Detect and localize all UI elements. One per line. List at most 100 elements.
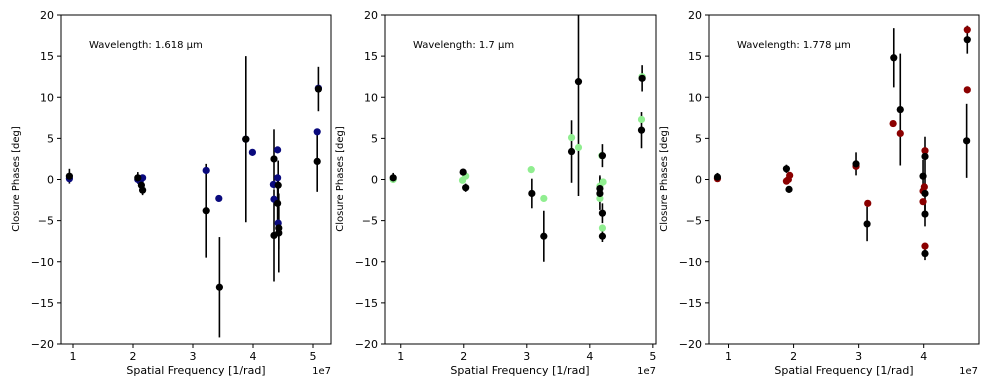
data-marks — [389, 15, 646, 262]
closure-phase-panel-1778: Wavelength: 1.778 μm Closure Phases [deg… — [659, 9, 980, 377]
data-point-observed — [574, 78, 583, 86]
data-point-observed — [890, 54, 898, 62]
x-tick-label: 3 — [855, 350, 862, 363]
y-tick-label: −5 — [362, 215, 378, 228]
data-point-model — [921, 242, 929, 250]
data-point-model — [599, 178, 607, 186]
y-tick-label: −20 — [679, 338, 702, 351]
data-point-observed — [65, 172, 73, 180]
data-point-model — [527, 166, 535, 174]
data-point-observed — [270, 155, 278, 163]
x-offset-label: 1e7 — [637, 366, 656, 377]
data-point-model — [215, 194, 223, 203]
y-tick-label: 5 — [695, 132, 702, 145]
data-point-observed — [896, 105, 904, 114]
x-tick-label: 3 — [523, 350, 530, 363]
data-point-model — [864, 199, 872, 207]
data-point-observed — [215, 283, 223, 291]
data-point-model — [637, 115, 646, 124]
closure-phase-panel-1618: Wavelength: 1.618 μm Closure Phases [deg… — [11, 9, 332, 377]
data-point-observed — [134, 174, 142, 182]
x-tick-label: 2 — [130, 350, 137, 363]
data-point-model — [963, 86, 971, 94]
y-tick-label: −15 — [31, 297, 54, 310]
data-point-model — [574, 143, 583, 152]
x-offset-label: 1e7 — [959, 366, 978, 377]
y-tick-label: −20 — [355, 338, 378, 351]
data-point-observed — [921, 249, 929, 258]
y-tick-label: −15 — [355, 297, 378, 310]
data-point-model — [598, 224, 607, 232]
x-axis-label: Spatial Frequency [1/rad] — [774, 364, 913, 377]
data-point-observed — [139, 186, 147, 194]
data-point-observed — [963, 137, 971, 145]
axis-ticks: −20 −15 −10 −5 0 5 10 15 20 1 2 3 4 5 — [31, 9, 317, 363]
data-point-model — [963, 26, 971, 34]
data-point-model — [540, 194, 548, 203]
x-tick-label: 1 — [725, 350, 732, 363]
data-point-observed — [596, 184, 604, 193]
wavelength-annotation: Wavelength: 1.778 μm — [737, 40, 851, 51]
data-point-observed — [713, 173, 722, 181]
data-point-model — [919, 198, 927, 206]
data-point-model — [920, 183, 928, 191]
y-tick-label: 10 — [40, 91, 54, 104]
y-tick-label: 0 — [695, 174, 702, 187]
data-point-model — [889, 119, 897, 128]
y-tick-label: 0 — [47, 174, 54, 187]
data-point-model — [202, 166, 210, 175]
x-tick-label: 5 — [649, 350, 656, 363]
data-point-observed — [919, 172, 927, 180]
data-point-observed — [202, 207, 210, 215]
data-point-observed — [785, 185, 793, 193]
x-tick-label: 4 — [250, 350, 257, 363]
y-tick-label: −10 — [355, 256, 378, 269]
data-point-observed — [863, 220, 871, 228]
data-point-observed — [921, 152, 929, 161]
data-point-observed — [314, 85, 322, 93]
x-tick-label: 3 — [190, 350, 197, 363]
data-point-observed — [638, 74, 646, 82]
y-tick-label: 20 — [40, 9, 54, 22]
y-axis-label: Closure Phases [deg] — [11, 126, 22, 232]
data-point-observed — [242, 135, 250, 143]
y-tick-label: −5 — [686, 215, 702, 228]
data-point-observed — [313, 157, 321, 166]
data-point-observed — [921, 210, 929, 218]
data-point-model — [786, 171, 794, 179]
y-tick-label: 5 — [47, 132, 54, 145]
axis-ticks: −20 −15 −10 −5 0 5 10 15 20 1 2 3 4 — [679, 9, 927, 363]
x-tick-label: 2 — [790, 350, 797, 363]
plot-area-frame — [708, 14, 980, 345]
x-tick-label: 1 — [397, 350, 404, 363]
x-tick-label: 2 — [460, 350, 467, 363]
x-tick-label: 4 — [920, 350, 927, 363]
y-tick-label: 15 — [40, 50, 54, 63]
data-point-observed — [462, 184, 470, 192]
y-axis-label: Closure Phases [deg] — [335, 126, 346, 232]
y-tick-label: 0 — [371, 174, 378, 187]
y-tick-label: −10 — [679, 256, 702, 269]
data-point-observed — [540, 232, 548, 240]
data-point-model — [596, 194, 604, 203]
data-point-observed — [528, 189, 536, 198]
data-point-observed — [459, 168, 467, 176]
data-point-observed — [275, 229, 283, 237]
closure-phase-panel-17: Wavelength: 1.7 μm Closure Phases [deg] … — [335, 9, 657, 377]
y-tick-label: 5 — [371, 132, 378, 145]
y-tick-label: 10 — [364, 91, 378, 104]
x-axis-label: Spatial Frequency [1/rad] — [126, 364, 265, 377]
data-point-model — [274, 174, 282, 182]
data-point-model — [921, 147, 929, 155]
y-tick-label: 20 — [364, 9, 378, 22]
y-tick-label: −15 — [679, 297, 702, 310]
data-point-observed — [567, 147, 576, 156]
data-point-observed — [274, 199, 282, 207]
x-axis-label: Spatial Frequency [1/rad] — [450, 364, 589, 377]
y-tick-label: 10 — [688, 91, 702, 104]
data-point-model — [567, 133, 576, 142]
data-point-observed — [275, 224, 283, 232]
data-point-observed — [274, 181, 282, 189]
plot-area-frame — [384, 14, 657, 345]
